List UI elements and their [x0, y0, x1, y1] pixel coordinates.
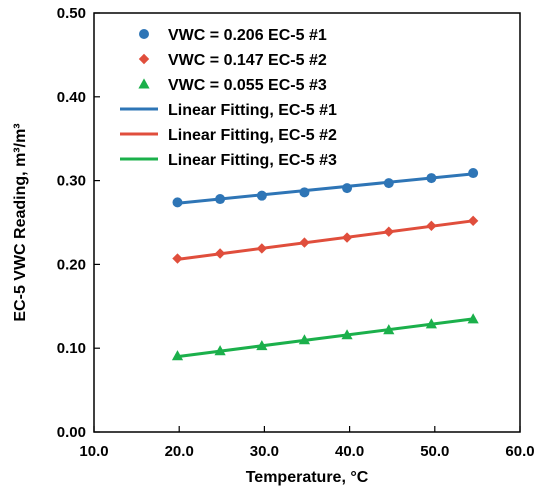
data-point	[299, 237, 310, 248]
data-point	[425, 318, 437, 329]
data-point	[298, 334, 311, 345]
legend-label: VWC = 0.055 EC-5 #3	[168, 77, 327, 94]
data-point	[467, 215, 479, 227]
data-point	[214, 345, 226, 356]
y-tick-label: 0.20	[57, 256, 86, 273]
data-point	[383, 324, 395, 335]
data-point	[468, 168, 479, 179]
data-markers	[171, 168, 479, 361]
plot-frame	[93, 12, 521, 433]
data-point	[426, 173, 437, 184]
data-point	[172, 197, 183, 208]
data-point	[467, 313, 479, 324]
data-point	[256, 190, 267, 201]
legend: VWC = 0.206 EC-5 #1 VWC = 0.147 EC-5 #2 VW…	[120, 27, 337, 169]
data-point	[171, 350, 184, 361]
fit-line	[177, 172, 474, 205]
legend-label: VWC = 0.206 EC-5 #1	[168, 27, 327, 44]
data-point	[342, 183, 353, 194]
legend-label: VWC = 0.147 EC-5 #2	[168, 52, 327, 69]
x-tick-label: 40.0	[335, 443, 364, 460]
y-tick-label: 0.10	[57, 340, 86, 357]
y-tick-label: 0.50	[57, 5, 86, 22]
data-point	[383, 226, 394, 237]
data-point	[341, 232, 353, 243]
data-point	[214, 248, 226, 259]
data-point	[426, 220, 437, 232]
legend-label: Linear Fitting, EC-5 #2	[168, 127, 337, 144]
data-point	[215, 194, 226, 205]
legend-label: Linear Fitting, EC-5 #1	[168, 102, 337, 119]
x-tick-label: 50.0	[420, 443, 449, 460]
data-point	[256, 243, 268, 254]
plot-area	[93, 12, 521, 433]
legend-label: Linear Fitting, EC-5 #3	[168, 152, 337, 169]
data-point	[256, 340, 268, 351]
y-tick-label: 0.30	[57, 173, 86, 190]
y-tick-label: 0.00	[57, 424, 86, 441]
fit-line	[177, 219, 474, 261]
x-axis-title: Temperature, °C	[246, 469, 369, 486]
y-axis-title: EC-5 VWC Reading, m³/m³	[12, 123, 29, 321]
data-point	[172, 253, 183, 264]
fit-lines	[177, 172, 474, 359]
legend-marker	[138, 53, 150, 65]
fit-line	[177, 317, 474, 359]
x-tick-label: 20.0	[165, 443, 194, 460]
x-tick-label: 10.0	[79, 443, 108, 460]
data-point	[383, 178, 394, 189]
y-tick-label: 0.40	[57, 89, 86, 106]
axes: 10.0 20.0 30.0 40.0 50.0 60.0 0.00 0.10 0.20 0.30…	[57, 5, 535, 460]
x-tick-label: 60.0	[505, 443, 534, 460]
legend-marker	[138, 78, 150, 89]
data-point	[299, 187, 310, 198]
legend-marker	[139, 29, 149, 39]
x-tick-label: 30.0	[250, 443, 279, 460]
data-point	[341, 329, 353, 340]
